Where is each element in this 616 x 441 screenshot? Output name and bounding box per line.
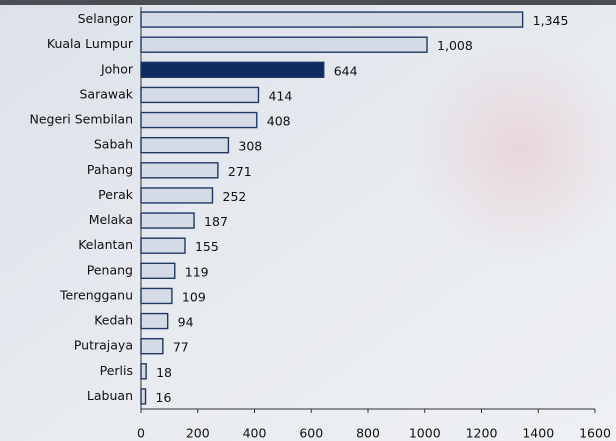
x-tick-label: 600 (299, 426, 323, 441)
value-label: 119 (185, 264, 209, 279)
y-tick-label: Perlis (100, 363, 133, 378)
value-label: 308 (238, 139, 262, 154)
y-tick-label: Pahang (87, 162, 133, 177)
bar (140, 312, 169, 330)
x-tick-label: 0 (137, 426, 145, 441)
value-label: 18 (156, 365, 172, 380)
bar (140, 212, 195, 229)
value-label: 1,345 (533, 13, 569, 28)
y-tick-label: Kelantan (78, 237, 133, 252)
value-label: 271 (228, 164, 252, 179)
bar (140, 363, 147, 380)
x-tick-label: 1000 (409, 426, 441, 441)
value-label: 77 (173, 340, 189, 355)
value-label: 94 (178, 315, 194, 330)
y-tick-label: Sabah (94, 137, 133, 152)
y-tick-label: Negeri Sembilan (29, 112, 133, 127)
y-tick-label: Terengganu (59, 287, 133, 302)
top-strip (0, 0, 616, 5)
y-tick-label: Penang (87, 262, 133, 277)
x-tick-label: 400 (243, 426, 267, 441)
bar (140, 187, 214, 204)
bar (140, 111, 258, 129)
background-decoration (410, 40, 616, 260)
x-tick-label: 1200 (466, 426, 498, 441)
x-tick-label: 800 (356, 426, 380, 441)
value-label: 644 (334, 63, 358, 78)
value-label: 109 (182, 289, 206, 304)
bar (140, 262, 176, 280)
bar (140, 237, 186, 254)
bar (140, 36, 428, 53)
value-label: 1,008 (437, 38, 473, 53)
value-label: 414 (268, 88, 292, 103)
y-tick-label: Putrajaya (74, 338, 133, 353)
x-tick-label: 1600 (579, 426, 611, 441)
value-label: 252 (223, 189, 247, 204)
bar (140, 162, 219, 179)
bar (140, 287, 173, 305)
bar (140, 337, 164, 355)
value-label: 408 (267, 114, 291, 129)
bar (140, 61, 325, 79)
y-tick-label: Labuan (87, 388, 133, 403)
value-label: 16 (156, 390, 172, 405)
y-tick-label: Selangor (78, 11, 134, 26)
bar (140, 136, 230, 154)
y-tick-label: Perak (98, 187, 134, 202)
x-tick-label: 200 (186, 426, 210, 441)
y-tick-label: Johor (100, 61, 134, 76)
value-label: 155 (195, 239, 219, 254)
y-tick-label: Kedah (94, 313, 133, 328)
y-tick-label: Melaka (89, 212, 133, 227)
y-tick-label: Kuala Lumpur (47, 36, 134, 51)
bar (140, 86, 260, 104)
y-tick-label: Sarawak (79, 86, 133, 101)
x-tick-label: 1400 (522, 426, 554, 441)
value-label: 187 (204, 214, 228, 229)
bar (140, 11, 524, 28)
bar (140, 388, 147, 405)
